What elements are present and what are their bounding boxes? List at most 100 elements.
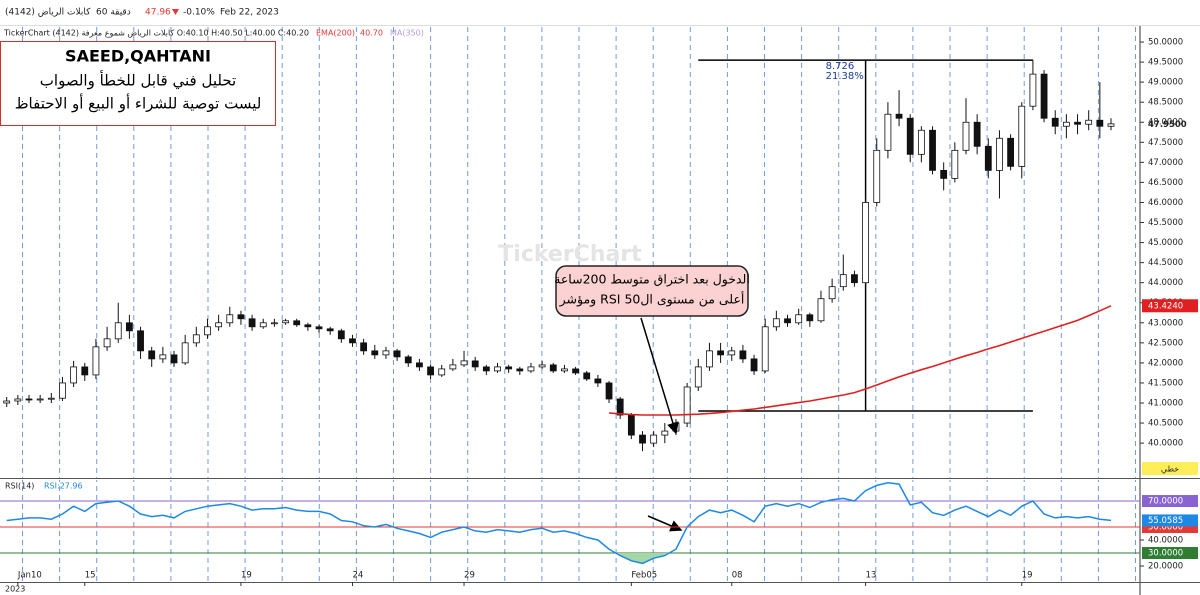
candle-body [784, 318, 791, 324]
candle-body [103, 338, 111, 348]
candle-body [1096, 119, 1104, 127]
x-tick-label: 19 [1022, 571, 1033, 581]
note-line: ليست توصية للشراء أو البيع أو الاحتفاظ [15, 94, 262, 113]
candle-body [248, 318, 256, 328]
candle-body [494, 366, 501, 372]
candle-body [561, 368, 568, 372]
y-tick-label: 49.0000 [1148, 78, 1183, 88]
rsi-level-label: 50.0000 [1148, 523, 1183, 533]
candle-body [1007, 137, 1015, 167]
note-line: تحليل فني قابل للخطأ والصواب [40, 70, 236, 91]
y-tick-label: 48.0000 [1148, 118, 1183, 128]
candle-body [717, 350, 724, 356]
rsi-line [6, 482, 1112, 565]
candle-body [259, 322, 267, 328]
candle-body [661, 430, 669, 436]
candle-body [482, 366, 490, 372]
candle-body [404, 356, 412, 364]
candle-body [125, 322, 133, 332]
measure-percent: 21.38% [826, 71, 864, 82]
candle-body [996, 137, 1003, 171]
candle-body [917, 129, 925, 155]
note-title: SAEED,QAHTANI [65, 47, 211, 66]
y-tick-label: 47.0000 [1148, 158, 1183, 168]
candle-body [572, 368, 579, 374]
candle-body [527, 366, 535, 372]
candle-body [282, 320, 289, 324]
candle-body [505, 366, 513, 370]
rsi-name: RSI(14) [5, 482, 34, 491]
y-tick-label: 47.5000 [1148, 138, 1183, 148]
candle-body [393, 350, 401, 358]
candle-body [761, 326, 769, 372]
candle-body [159, 354, 167, 360]
ema-badge [1142, 299, 1198, 313]
candle-body [14, 398, 22, 402]
candle-body [315, 326, 323, 330]
year: 2023 [5, 585, 25, 594]
candle-body [1018, 105, 1026, 167]
candle-body [873, 149, 881, 203]
candle-body [81, 366, 89, 376]
candle-body [728, 350, 736, 356]
date: Feb 22, 2023 [220, 8, 279, 18]
symbol: (4142) كابلات الرياض [5, 8, 91, 18]
candle-body [349, 338, 356, 344]
y-tick-label: 41.0000 [1148, 399, 1183, 409]
rsi-level-badge [1142, 547, 1198, 560]
candle-body [204, 326, 211, 336]
candle-body [639, 434, 646, 444]
rsi-level-label: 70.0000 [1148, 497, 1183, 507]
ema-line [608, 305, 1112, 416]
rsi-arrow [647, 515, 683, 532]
candle-body [3, 400, 11, 404]
candle-body [694, 366, 702, 388]
interval: 60 دقيقة [96, 8, 131, 18]
last-price-label: 47.9500 [1148, 120, 1187, 130]
candle-body [427, 366, 434, 376]
candle-body [851, 274, 858, 284]
x-tick-label: 19 [241, 571, 252, 581]
candle-body [360, 342, 368, 352]
candle-body [929, 129, 936, 171]
callout-line: ومؤشر RSI أعلى من مستوى ال50 [559, 291, 745, 308]
note-box [0, 41, 276, 126]
candle-body [25, 398, 33, 401]
candle-body [806, 314, 814, 322]
callout-line: الدخول بعد اختراق متوسط 200ساعة [554, 272, 750, 288]
candle-body [906, 117, 914, 155]
y-tick-label: 45.0000 [1148, 238, 1183, 248]
candle-body [884, 113, 892, 151]
style-badge [1142, 462, 1198, 475]
candle-body [627, 414, 635, 436]
candle-body [449, 364, 457, 370]
last-price: 47.96 [145, 8, 171, 18]
candle-body [1107, 123, 1115, 127]
candle-body [137, 330, 144, 352]
x-tick-label: 08 [732, 571, 743, 581]
candle-body [59, 382, 66, 399]
candle-body [416, 362, 423, 368]
candle-body [70, 366, 78, 384]
candle-body [1040, 73, 1048, 119]
candle-body [114, 322, 122, 340]
candle-body [549, 364, 557, 372]
candle-body [337, 330, 345, 340]
candle-body [583, 372, 591, 380]
rsi-tick-label: 40.0000 [1148, 536, 1183, 546]
y-tick-label: 44.5000 [1148, 258, 1183, 268]
change: -0.10% [183, 8, 215, 18]
candle-body [1085, 119, 1093, 125]
x-tick-label: Feb05 [631, 571, 657, 581]
ema-last-label: 43.4240 [1148, 301, 1183, 311]
y-tick-label: 45.5000 [1148, 218, 1183, 228]
candle-body [92, 346, 100, 376]
rsi-last-label: 55.0585 [1148, 516, 1183, 526]
candle-body [326, 328, 334, 332]
y-tick-label: 42.0000 [1148, 358, 1183, 368]
candle-body [47, 397, 55, 400]
candle-body [817, 298, 825, 322]
ohlc-line: TickerChart كابلات الرياض شموع معرفة (41… [3, 29, 309, 38]
candle-body [371, 350, 379, 356]
y-tick-label: 41.5000 [1148, 378, 1183, 388]
